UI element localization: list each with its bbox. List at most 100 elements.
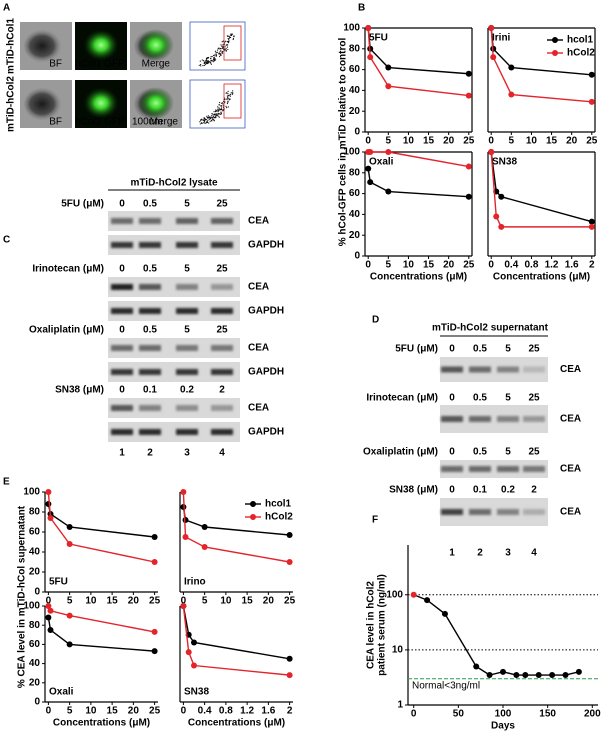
flow-event — [200, 123, 201, 124]
blot-band — [441, 367, 463, 373]
data-point — [67, 641, 73, 647]
x-tick-label: 15 — [423, 260, 435, 271]
dose-label: 5 — [505, 393, 511, 404]
x-tick-label: 25 — [149, 706, 161, 717]
lane-number: 4 — [219, 448, 225, 459]
flow-event — [220, 44, 221, 45]
data-point — [45, 501, 51, 507]
blot-band — [211, 405, 233, 411]
dose-label: 0 — [119, 199, 125, 210]
panel-label: E — [3, 477, 10, 488]
y-tick-label: 20 — [349, 106, 361, 117]
flow-event — [216, 113, 217, 114]
y-tick-label: 0 — [354, 251, 360, 262]
blot-band — [139, 405, 161, 411]
flow-event — [219, 117, 220, 118]
blot-band — [211, 429, 233, 435]
dose-label: 0 — [449, 344, 455, 355]
flow-event — [219, 56, 220, 57]
x-tick-label: 5 — [67, 596, 73, 607]
flow-event — [221, 106, 222, 107]
x-tick-label: 0 — [46, 706, 52, 717]
flow-event — [230, 96, 231, 97]
data-point — [563, 672, 569, 678]
flow-event — [208, 122, 209, 123]
flow-event — [211, 64, 212, 65]
dose-label: 0 — [119, 385, 125, 396]
data-point — [45, 615, 51, 621]
x-tick-label: 10 — [85, 706, 97, 717]
flow-event — [218, 48, 219, 49]
data-point — [191, 663, 197, 669]
flow-event — [234, 35, 235, 36]
flow-event — [227, 103, 228, 104]
flow-event — [201, 122, 202, 123]
dose-label: 0 — [449, 393, 455, 404]
flow-event — [211, 117, 212, 118]
flow-event — [220, 50, 221, 51]
y-tick-label: 80 — [29, 620, 41, 631]
x-tick-label: 10 — [220, 596, 232, 607]
x-tick-label: 10 — [403, 260, 415, 271]
dose-label: 25 — [216, 264, 228, 275]
lane-number: 2 — [147, 448, 153, 459]
data-point — [589, 224, 595, 230]
blot-band — [111, 284, 133, 290]
blot-band — [441, 509, 463, 515]
band-label: GAPDH — [248, 367, 284, 378]
flow-event — [225, 49, 226, 50]
flow-event — [227, 49, 228, 50]
blot-band — [176, 242, 198, 248]
chart-title: Irino — [184, 577, 206, 588]
flow-event — [203, 118, 204, 119]
flow-event — [208, 57, 209, 58]
flow-event — [215, 111, 216, 112]
blot-band — [441, 466, 463, 472]
flow-event — [228, 36, 229, 37]
x-tick-label: 0 — [365, 260, 371, 271]
blot-band — [139, 218, 161, 224]
flow-event — [202, 59, 203, 60]
dose-label: 25 — [528, 393, 540, 404]
x-tick-label: 10 — [403, 136, 415, 147]
data-point — [508, 92, 514, 98]
flow-event — [232, 94, 233, 95]
x-tick-label: 20 — [443, 260, 455, 271]
series-line — [48, 504, 154, 537]
flow-event — [221, 103, 222, 104]
data-point — [367, 54, 373, 60]
flow-event — [203, 60, 204, 61]
dose-label: 0 — [449, 447, 455, 458]
data-point — [466, 164, 472, 170]
flow-event — [226, 98, 227, 99]
blot-band — [111, 405, 133, 411]
flow-event — [214, 60, 215, 61]
data-point — [589, 99, 595, 105]
band-label: CEA — [248, 282, 269, 293]
blot-title: mTiD-hCol2 lysate — [130, 178, 217, 189]
flow-event — [232, 90, 233, 91]
data-point — [365, 25, 371, 31]
blot-band — [139, 369, 161, 375]
blot-band — [497, 509, 519, 515]
blot-band — [176, 429, 198, 435]
drug-label: SN38 (μM) — [389, 485, 438, 496]
flow-event — [225, 46, 226, 47]
flow-event — [218, 115, 219, 116]
x-tick-label: 15 — [546, 136, 558, 147]
y-tick-label: 60 — [29, 527, 41, 538]
x-tick-label: 0.8 — [524, 260, 538, 271]
data-point — [466, 93, 472, 99]
data-point — [487, 672, 493, 678]
lane-number: 3 — [505, 548, 511, 559]
blot-band — [469, 367, 491, 373]
flow-event — [227, 41, 228, 42]
blot-band — [111, 242, 133, 248]
flow-event — [213, 111, 214, 112]
flow-event — [207, 120, 208, 121]
flow-event — [208, 115, 209, 116]
x-tick-label: 20 — [566, 136, 578, 147]
blot-band — [211, 308, 233, 314]
y-tick-label: 10 — [392, 645, 404, 656]
image-caption: hCol1 GFP — [75, 59, 125, 70]
